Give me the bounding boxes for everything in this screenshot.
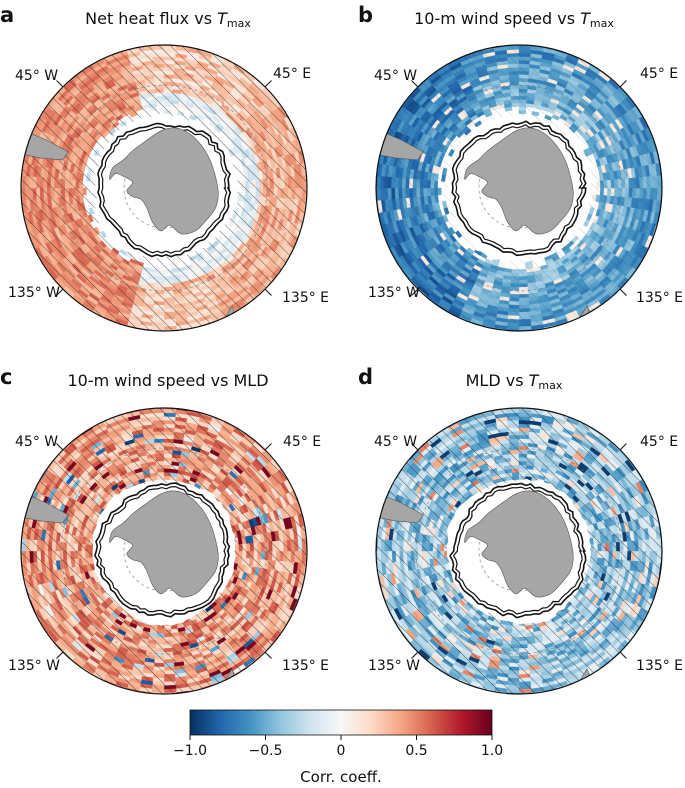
longitude-tick-nw: [56, 80, 64, 88]
antarctica-land: [464, 127, 574, 235]
longitude-tick-sw: [56, 288, 64, 296]
longitude-tick-se: [619, 288, 627, 296]
antarctica-land: [109, 490, 219, 598]
panel-d: d MLD vs Tmax 45° W 45° E 135° W 135° E: [358, 365, 683, 695]
panel-title-a: Net heat flux vs Tmax: [85, 9, 251, 30]
lon-label-45w-b: 45° W: [374, 68, 417, 84]
lon-label-45w-c: 45° W: [15, 434, 58, 450]
longitude-tick-se: [264, 651, 272, 659]
longitude-tick-ne: [264, 80, 272, 88]
longitude-tick-sw: [56, 651, 64, 659]
lon-label-45w-a: 45° W: [15, 68, 58, 84]
polar-map-b: [375, 44, 663, 332]
panel-a: a Net heat flux vs Tmax 45° W 45° E 135°…: [0, 3, 329, 332]
ice-edge-outer: [97, 122, 232, 258]
south-america-land: [21, 129, 69, 161]
lon-label-135w-b: 135° W: [368, 285, 420, 301]
longitude-tick-ne: [264, 443, 272, 451]
longitude-tick-se: [264, 288, 272, 296]
panel-letter-c: c: [0, 365, 12, 389]
lon-label-45e-b: 45° E: [640, 66, 678, 82]
south-america-land: [21, 492, 69, 524]
panel-c: c 10-m wind speed vs MLD 45° W 45° E 135…: [0, 365, 329, 695]
antarctica-land: [109, 127, 219, 235]
ice-edge-inner: [97, 485, 227, 614]
lon-label-135e-a: 135° E: [282, 290, 329, 306]
longitude-tick-nw: [56, 443, 64, 451]
ice-edge-inner: [100, 126, 228, 254]
panel-title-d: MLD vs Tmax: [466, 371, 563, 392]
latitude-circle: [415, 84, 623, 292]
longitude-tick-nw: [411, 80, 419, 88]
lon-label-135e-b: 135° E: [636, 290, 683, 306]
panel-title-b: 10-m wind speed vs Tmax: [414, 9, 614, 30]
lon-label-135e-c: 135° E: [282, 658, 329, 674]
latitude-circle: [60, 447, 268, 655]
lon-label-135w-a: 135° W: [8, 285, 60, 301]
panel-letter-b: b: [358, 3, 373, 27]
map-outline: [20, 407, 308, 695]
polar-map-c: [20, 407, 308, 695]
longitude-tick-sw: [411, 288, 419, 296]
ice-edge-outer: [94, 482, 231, 618]
panel-letter-a: a: [0, 3, 14, 27]
polar-map-d: [375, 407, 663, 695]
lon-label-45e-c: 45° E: [283, 434, 321, 450]
map-outline: [375, 44, 663, 332]
map-outline: [20, 44, 308, 332]
ice-edge-inner: [455, 124, 583, 253]
panel-title-c: 10-m wind speed vs MLD: [67, 371, 268, 390]
panel-b: b 10-m wind speed vs Tmax 45° W 45° E 13…: [358, 3, 683, 332]
panel-letter-d: d: [358, 365, 373, 389]
lon-label-45e-a: 45° E: [273, 66, 311, 82]
ice-edge-outer: [451, 120, 587, 257]
south-america-land: [376, 129, 424, 161]
latitude-circle: [60, 84, 268, 292]
lon-label-135w-c: 135° W: [8, 658, 60, 674]
polar-map-a: [20, 44, 308, 332]
longitude-tick-ne: [619, 80, 627, 88]
